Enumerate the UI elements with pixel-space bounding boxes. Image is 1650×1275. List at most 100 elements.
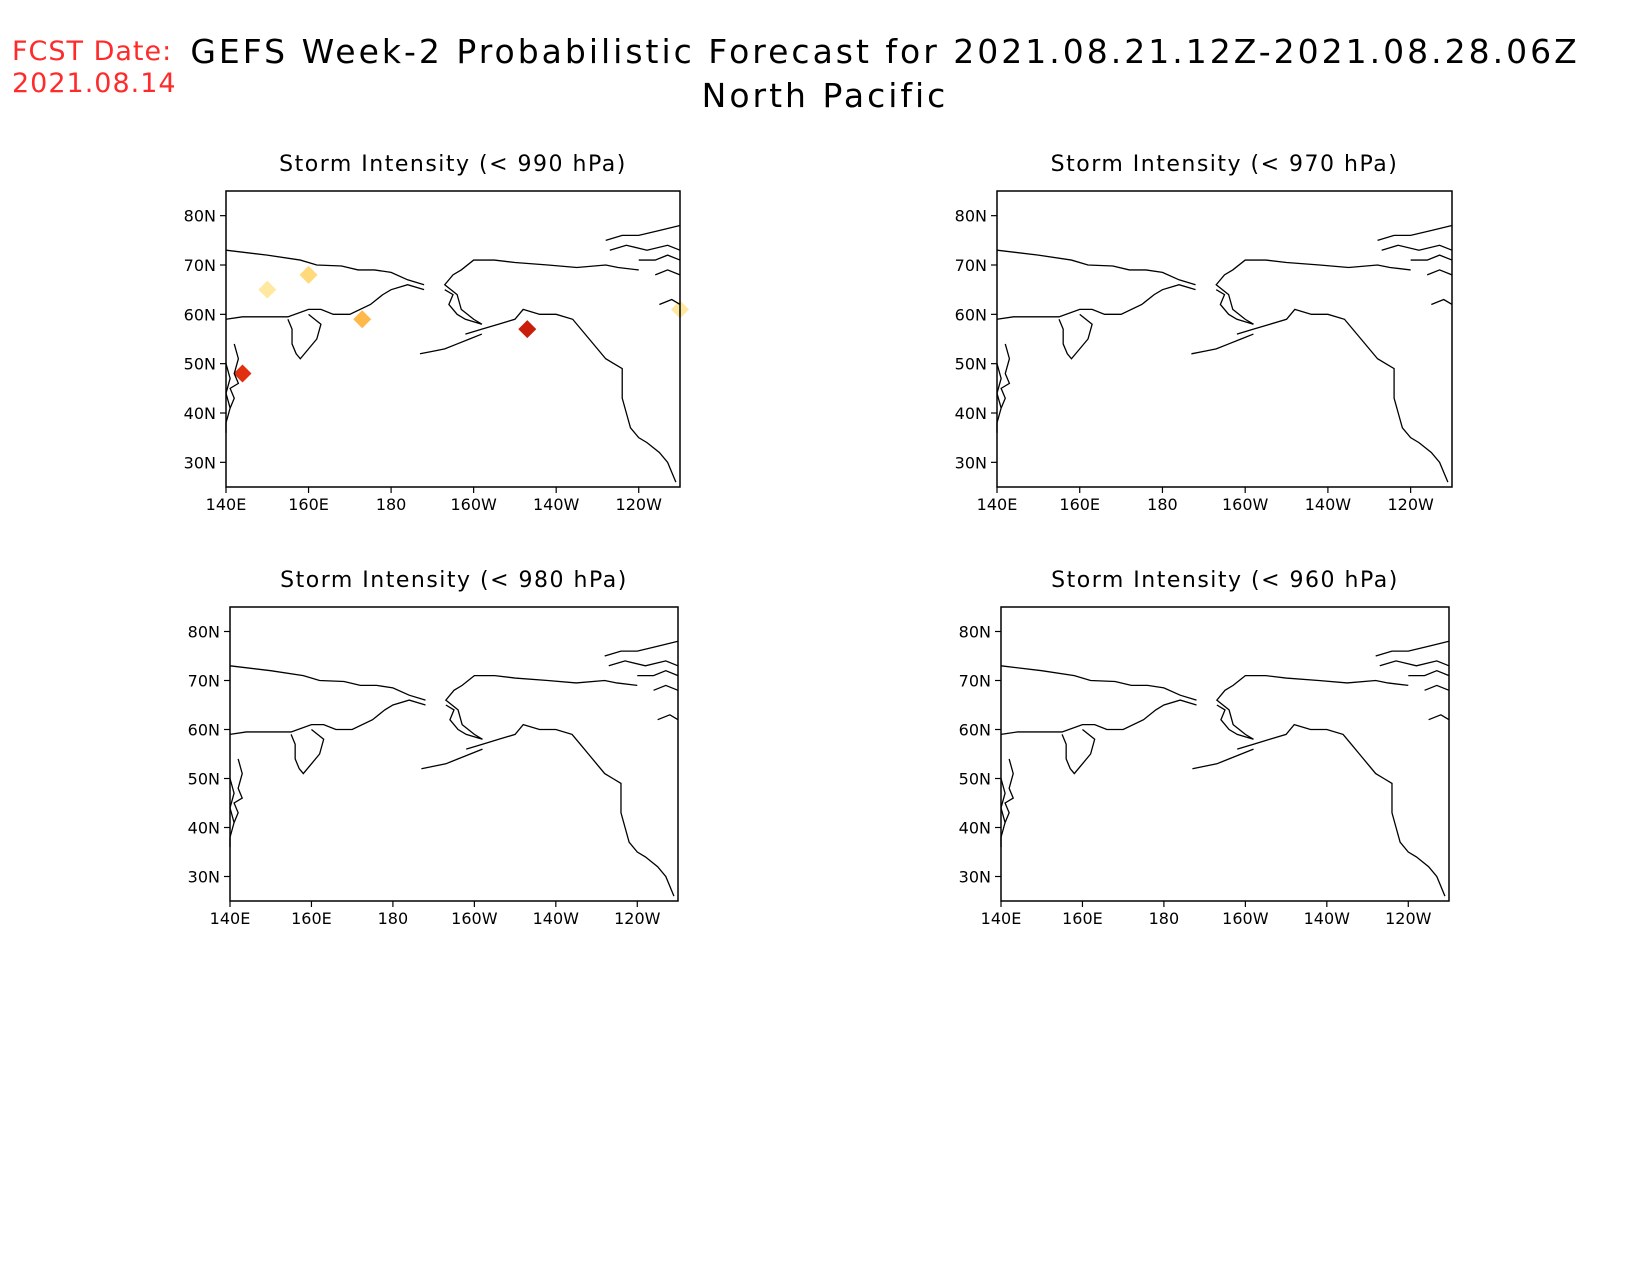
coastline	[659, 298, 681, 306]
coastline	[1410, 254, 1453, 261]
probability-cell	[233, 364, 252, 383]
coastline	[996, 249, 1196, 286]
y-tick-label: 40N	[959, 819, 991, 838]
coastline	[657, 714, 679, 721]
panel-title: Storm Intensity (< 980 hPa)	[280, 568, 628, 593]
y-tick-label: 50N	[955, 355, 987, 374]
panel-title: Storm Intensity (< 990 hPa)	[279, 152, 627, 177]
coastline	[1424, 684, 1450, 691]
x-tick-label: 120W	[616, 495, 663, 514]
coastline	[1431, 298, 1453, 306]
y-tick-label: 50N	[959, 770, 991, 789]
y-tick-label: 70N	[959, 672, 991, 691]
y-tick-label: 70N	[188, 672, 220, 691]
panel-title: Storm Intensity (< 960 hPa)	[1051, 568, 1399, 593]
coastline	[1381, 244, 1453, 251]
map-panel-980: Storm Intensity (< 980 hPa) 140E 160E 180 16…	[188, 568, 679, 928]
map-frame	[996, 190, 1453, 488]
coastline	[1426, 269, 1453, 276]
coastline	[225, 363, 231, 409]
coastline	[1377, 224, 1453, 241]
y-tick-label: 80N	[184, 207, 216, 226]
x-tick-label: 140W	[1304, 909, 1351, 928]
coastline	[1000, 778, 1006, 823]
x-tick-label: 160W	[451, 909, 498, 928]
x-tick-label: 120W	[1387, 495, 1434, 514]
coastline	[609, 244, 681, 251]
x-tick-label: 140W	[533, 495, 580, 514]
probability-cell	[518, 320, 537, 339]
x-tick-label: 140W	[1305, 495, 1352, 514]
x-tick-label: 160E	[291, 909, 332, 928]
y-tick-label: 60N	[959, 721, 991, 740]
x-tick-label: 180	[1147, 495, 1178, 514]
forecast-date-label: FCST Date:	[12, 36, 173, 67]
y-tick-label: 40N	[955, 404, 987, 423]
coastline	[1192, 748, 1254, 770]
coastline	[465, 308, 677, 483]
coastline	[444, 674, 638, 740]
y-tick-label: 80N	[955, 207, 987, 226]
x-tick-label: 140E	[977, 495, 1018, 514]
x-tick-label: 120W	[1385, 909, 1432, 928]
map-panel-970: Storm Intensity (< 970 hPa) 140E 160E 180 16…	[955, 152, 1453, 514]
coastline	[1428, 714, 1450, 721]
coastline	[1236, 308, 1449, 483]
coastline	[996, 363, 1002, 409]
coastline	[996, 284, 1196, 320]
page-title: GEFS Week-2 Probabilistic Forecast for 2…	[190, 32, 1580, 71]
x-tick-label: 120W	[614, 909, 661, 928]
x-tick-label: 160E	[288, 495, 329, 514]
probability-cell	[258, 280, 277, 299]
coastline	[654, 269, 681, 276]
x-tick-label: 180	[378, 909, 409, 928]
x-tick-label: 140E	[981, 909, 1022, 928]
coastline	[1375, 640, 1450, 657]
coastline	[653, 684, 679, 691]
y-tick-label: 60N	[184, 305, 216, 324]
coastline	[608, 660, 679, 667]
coastline	[229, 699, 426, 736]
y-tick-label: 30N	[959, 868, 991, 887]
x-tick-label: 160E	[1059, 495, 1100, 514]
y-tick-label: 80N	[188, 623, 220, 642]
x-tick-label: 180	[376, 495, 407, 514]
coastline	[1191, 333, 1254, 355]
map-frame	[1000, 606, 1450, 902]
forecast-date: FCST Date: 2021.08.14	[12, 36, 177, 100]
y-tick-label: 80N	[959, 623, 991, 642]
x-tick-label: 160W	[1222, 495, 1269, 514]
x-tick-label: 140E	[210, 909, 251, 928]
coastline	[1215, 259, 1411, 325]
x-tick-label: 180	[1149, 909, 1180, 928]
probability-cell	[353, 310, 372, 329]
y-tick-label: 50N	[188, 770, 220, 789]
coastline	[287, 313, 322, 360]
x-tick-label: 140W	[533, 909, 580, 928]
coastline	[229, 778, 235, 823]
map-frame	[225, 190, 681, 488]
y-tick-label: 70N	[184, 256, 216, 275]
y-tick-label: 30N	[955, 453, 987, 472]
coastline	[637, 669, 679, 677]
y-tick-label: 30N	[184, 453, 216, 472]
map-panel-990: Storm Intensity (< 990 hPa) 140E 160E 180 16…	[184, 152, 689, 514]
coastline	[996, 343, 1011, 433]
coastline	[1215, 674, 1409, 740]
y-tick-label: 70N	[955, 256, 987, 275]
coastline	[638, 254, 681, 261]
coastline	[421, 748, 483, 770]
coastline	[1000, 758, 1015, 848]
x-tick-label: 160E	[1062, 909, 1103, 928]
map-frame	[229, 606, 679, 902]
coastline	[1000, 699, 1197, 736]
coastline	[1061, 728, 1096, 775]
coastline	[1058, 313, 1093, 360]
coastline	[1408, 669, 1450, 677]
coastline	[605, 224, 681, 241]
x-tick-label: 140E	[206, 495, 247, 514]
coastline	[290, 728, 325, 775]
coastline	[225, 249, 425, 286]
coastline	[466, 723, 675, 897]
